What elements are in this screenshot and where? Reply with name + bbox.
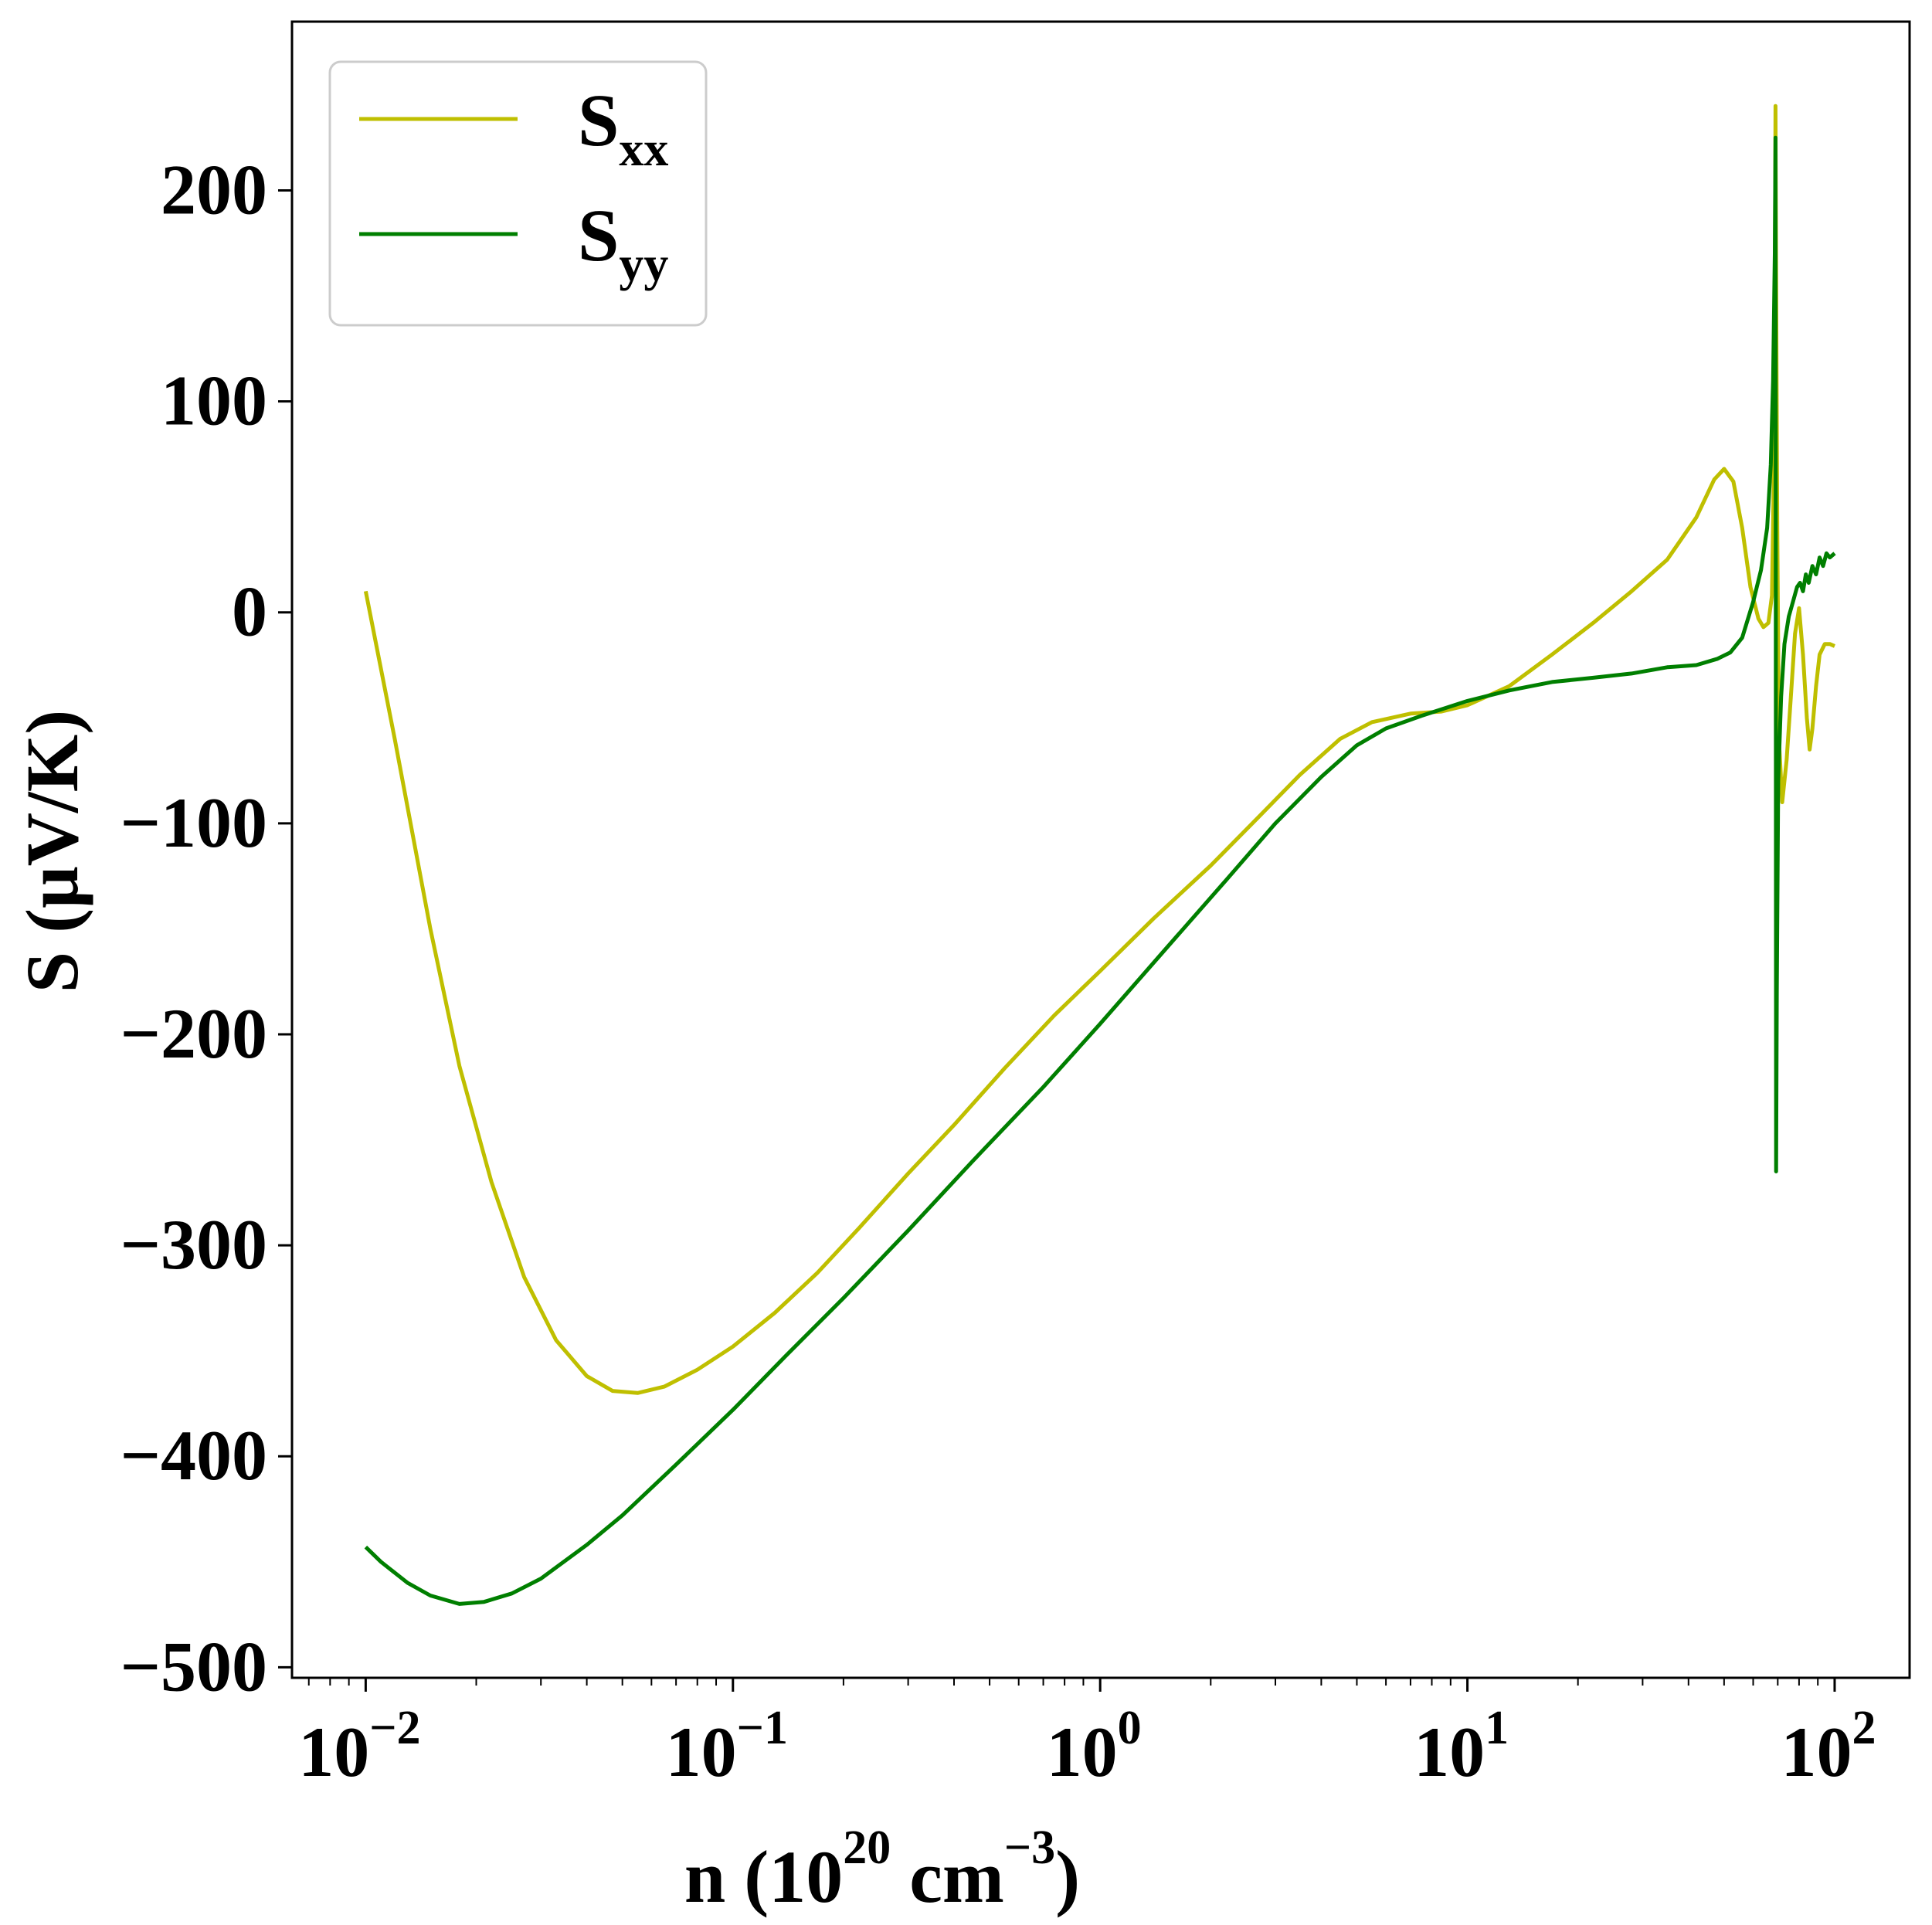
y-tick-label: −400 bbox=[121, 1416, 267, 1495]
y-axis-label: S (μV/K) bbox=[11, 710, 93, 993]
y-tick-label: −100 bbox=[121, 783, 267, 862]
y-tick-label: −200 bbox=[121, 994, 267, 1073]
series-line-syy bbox=[364, 135, 1836, 1606]
y-tick-label: −300 bbox=[121, 1205, 267, 1284]
plot-lines bbox=[363, 104, 1836, 1606]
y-tick-label: −500 bbox=[121, 1627, 267, 1706]
y-tick-label: 0 bbox=[232, 572, 267, 651]
y-tick-label: 100 bbox=[161, 362, 267, 440]
x-tick-label: 100 bbox=[1047, 1702, 1142, 1791]
x-axis-label: n (1020 cm−3) bbox=[684, 1821, 1080, 1918]
legend-label-sxx: Sxx bbox=[578, 79, 668, 176]
x-tick-label: 102 bbox=[1781, 1702, 1876, 1791]
legend: Sxx Syy bbox=[328, 60, 708, 327]
x-tick-label: 101 bbox=[1414, 1702, 1509, 1791]
plot-frame bbox=[290, 20, 1911, 1679]
y-axis-ticks: 200 100 0 −100 −200 −300 −400 −500 bbox=[121, 150, 292, 1706]
legend-label-syy: Syy bbox=[578, 194, 668, 291]
x-tick-label: 10−2 bbox=[298, 1702, 420, 1791]
y-tick-label: 200 bbox=[161, 150, 267, 229]
legend-box bbox=[328, 60, 708, 327]
x-axis-ticks: 10−2 10−1 100 101 102 bbox=[298, 1678, 1876, 1791]
x-tick-label: 10−1 bbox=[666, 1702, 788, 1791]
series-line-sxx bbox=[363, 104, 1835, 1395]
